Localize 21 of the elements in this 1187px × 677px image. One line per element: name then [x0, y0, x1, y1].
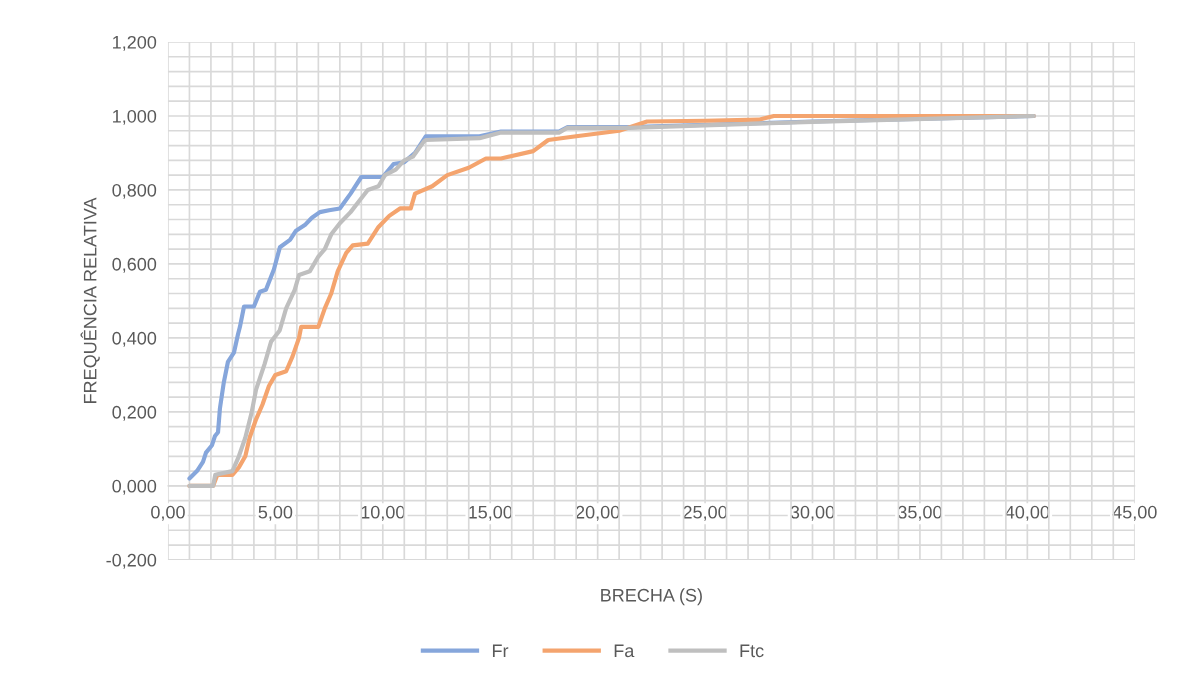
x-tick-label: 5,00: [258, 505, 293, 521]
y-tick-label: 0,400: [112, 331, 157, 347]
x-tick-label: 25,00: [683, 505, 727, 521]
y-tick-label: 0,800: [112, 183, 157, 199]
y-tick-label: 0,600: [112, 257, 157, 273]
x-tick-label: 0,00: [151, 505, 185, 521]
y-tick-label: 1,200: [113, 35, 157, 51]
y-tick-label: -0,200: [106, 553, 157, 569]
legend-label: Fr: [492, 644, 509, 657]
y-axis-title: FREQUÊNCIA RELATIVA: [80, 197, 100, 403]
x-tick-label: 20,00: [575, 505, 620, 521]
y-tick-label: 0,000: [112, 479, 157, 495]
x-tick-label: 45,00: [1112, 505, 1157, 521]
x-tick-label: 10,00: [361, 505, 405, 521]
x-axis-title: BRECHA (S): [601, 588, 702, 606]
y-tick-label: 0,200: [112, 405, 157, 421]
x-tick-label: 15,00: [469, 505, 513, 521]
x-tick-label: 30,00: [790, 505, 835, 521]
legend-label: Ftc: [740, 644, 764, 658]
legend-label: Fa: [614, 644, 635, 658]
y-tick-label: 1,000: [113, 109, 157, 125]
